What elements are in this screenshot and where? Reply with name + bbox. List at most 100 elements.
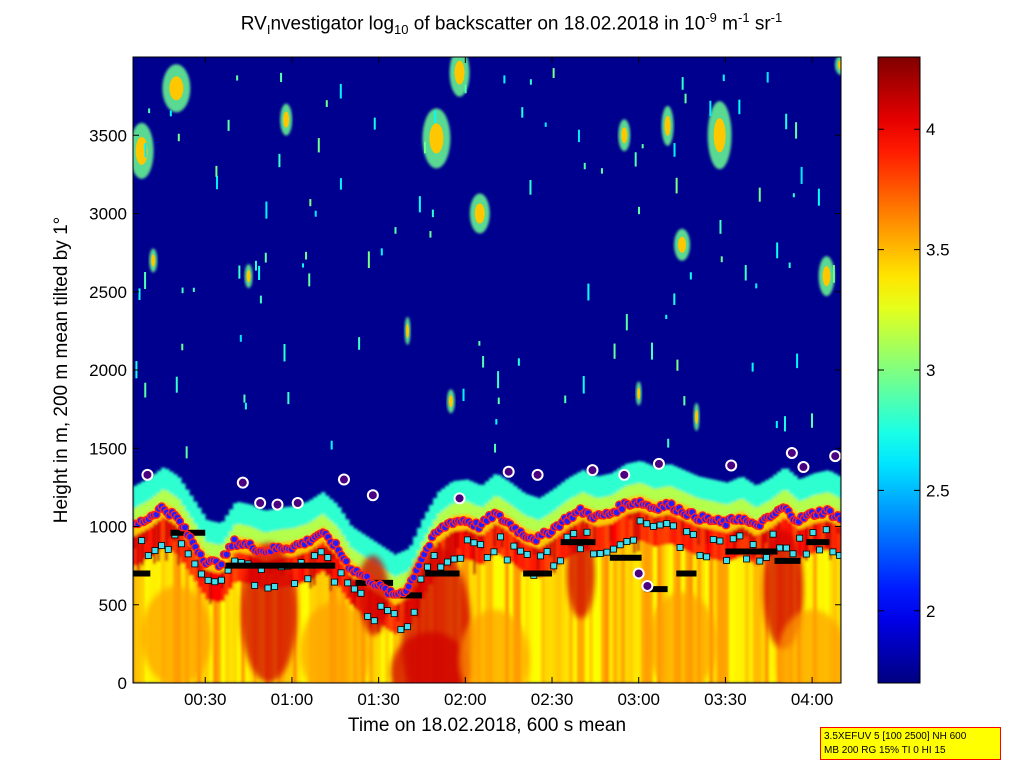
aerosol-cell [829,551,834,683]
noise-speck [667,438,670,448]
aerosol-streak [553,538,556,574]
aerosol-cell [333,524,338,538]
aerosol-cell [625,543,630,683]
noise-speck [434,110,437,123]
cloud-base-marker [557,557,564,565]
aerosol-cell [745,529,750,560]
gradient-max-outlier [632,567,645,580]
aerosol-cell [721,531,726,562]
aerosol-cell [149,498,154,512]
aerosol-cell [665,464,670,487]
aerosol-cell [165,469,170,491]
aerosol-cell [453,480,458,503]
gradient-max-outlier [829,450,841,463]
aerosol-streak [301,553,304,564]
noise-speck [138,288,141,300]
aerosol-cell [577,472,582,495]
noise-speck [373,117,376,130]
aerosol-streak [445,535,448,561]
aerosol-cell [557,507,562,520]
cloud-base-marker [596,550,604,558]
aerosol-cell [581,470,586,493]
noise-speck [215,165,218,177]
aerosol-cell [461,530,466,560]
info-line-2: MB 200 RG 15% TI 0 HI 15 [824,745,946,756]
aerosol-cell [393,554,398,577]
aerosol-cell [545,515,550,528]
aerosol-cell [145,529,150,560]
aerosol-cell [653,488,658,502]
aerosol-cell [561,504,566,517]
aerosol-cell [561,532,566,562]
low-backscatter-blob [647,592,718,683]
aerosol-cell [229,589,234,683]
gradient-max-outlier [366,489,379,502]
cloud-base-marker [743,555,750,563]
aerosol-cell [293,505,298,528]
aerosol-cell [733,559,738,683]
aerosol-cell [161,467,166,490]
aerosol-cell [833,495,838,509]
cloud-patch-core [621,127,628,144]
gradient-max-outlier [618,468,631,481]
aerosol-cell [309,499,314,522]
aerosol-cell [813,473,818,496]
aerosol-cell [497,475,502,498]
cloud-base-marker [836,552,841,559]
gradient-max-outlier [797,461,810,474]
aerosol-cell [185,489,190,512]
gradient-max-series [133,446,841,599]
aerosol-cell [385,629,390,683]
cloud-base-marker [736,532,744,540]
aerosol-cell [517,510,522,524]
aerosol-cell [445,485,450,508]
aerosol-cell [649,487,654,500]
aerosol-cell [401,551,406,574]
aerosol-cell [321,542,326,573]
aerosol-cell [813,495,818,508]
aerosol-cell [725,532,730,563]
aerosol-cell [545,573,550,683]
aerosol-cell [729,481,734,504]
cloud-patch-core [474,203,485,224]
aerosol-cell [837,497,841,511]
cloud-base-marker [802,550,810,558]
aerosol-cell [641,541,646,683]
aerosol-cell [729,503,734,516]
aerosol-cell [189,495,194,518]
cloud-base-marker [377,602,385,610]
aerosol-cell [165,490,170,504]
aerosol-cell [657,488,662,501]
aerosol-cell [649,465,654,488]
aerosol-cell [753,564,758,683]
noise-speck [181,287,184,294]
aerosol-cell [777,493,782,507]
aerosol-cell [805,476,810,499]
aerosol-cell [433,498,438,520]
aerosol-cell [597,526,602,556]
aerosol-cell [133,535,138,566]
aerosol-cell [717,530,722,561]
aerosol-cell [673,516,678,547]
aerosol-cell [381,626,386,683]
aerosol-cell [653,517,658,547]
aerosol-streak [765,530,768,543]
aerosol-cell [229,509,234,532]
aerosol-cell [713,479,718,502]
aerosol-cell [745,501,750,515]
aerosol-cell [597,497,602,511]
aerosol-cell [569,556,574,683]
aerosol-cell [409,567,414,580]
aerosol-cell [629,512,634,543]
aerosol-cell [829,493,834,506]
noise-speck [564,395,567,404]
cloud-base-marker [503,556,511,564]
noise-speck [144,143,147,158]
aerosol-cell [669,486,674,499]
aerosol-cell [809,474,814,497]
cloud-base-marker [417,575,425,583]
aerosol-cell [773,496,778,510]
aerosol-cell [797,500,802,514]
aerosol-cell [593,475,598,498]
aerosol-cell [781,468,786,491]
